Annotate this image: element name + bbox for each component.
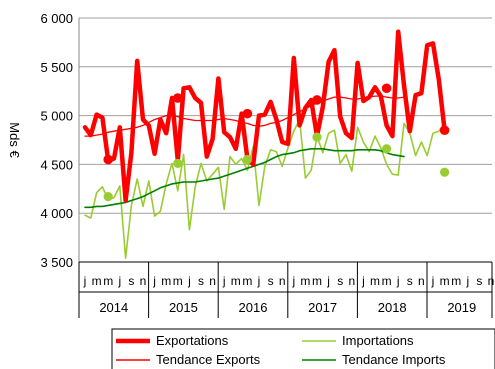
gridlines	[79, 17, 492, 214]
x-tick-label: m	[382, 274, 392, 288]
marker-exportations	[312, 95, 322, 105]
y-tick-label: 5 500	[40, 60, 73, 75]
x-tick-label: n	[488, 274, 495, 288]
series-exportations-line	[82, 29, 447, 203]
legend-label: Tendance Exports	[156, 352, 261, 367]
year-label: 2014	[99, 300, 128, 315]
x-tick-label: j	[187, 274, 191, 288]
marker-exportations	[173, 93, 183, 103]
y-tick-label: 6 000	[40, 11, 73, 26]
x-tick-label: n	[279, 274, 286, 288]
x-tick-label: n	[348, 274, 355, 288]
x-tick-label: j	[396, 274, 400, 288]
x-tick-label: j	[152, 274, 156, 288]
y-tick-label: 3 500	[40, 255, 73, 270]
x-tick-label: m	[231, 274, 241, 288]
marker-exportations	[242, 108, 253, 119]
x-tick-label: m	[440, 274, 450, 288]
year-label: 2018	[378, 300, 407, 315]
x-tick-label: j	[431, 274, 435, 288]
year-label: 2015	[169, 300, 198, 315]
marker-exportations	[439, 125, 450, 136]
x-tick-label: n	[418, 274, 425, 288]
year-label: 2016	[239, 300, 268, 315]
marker-importations	[103, 192, 113, 202]
y-tick-label: 4 000	[40, 206, 73, 221]
legend-label: Importations	[342, 333, 414, 348]
series-importations-line	[84, 118, 446, 259]
year-label: 2017	[308, 300, 337, 315]
y-axis-label: Mds €	[7, 122, 22, 158]
x-tick-label: j	[291, 274, 295, 288]
marker-exportations	[381, 83, 392, 94]
x-tick-label: m	[300, 274, 310, 288]
series-lines	[82, 29, 447, 259]
x-tick-label: m	[370, 274, 380, 288]
legend-label: Exportations	[156, 333, 229, 348]
x-tick-label: m	[451, 274, 461, 288]
x-tick-label: j	[117, 274, 121, 288]
x-tick-label: s	[476, 274, 482, 288]
x-tick-label: m	[92, 274, 102, 288]
marker-importations	[312, 132, 322, 142]
x-tick-label: m	[242, 274, 252, 288]
legend: Exportations Importations Tendance Exports…	[111, 328, 495, 369]
y-tick-labels: 3 500 4 000 4 500 5 000 5 500 6 000	[40, 11, 73, 270]
marker-importations	[242, 154, 252, 165]
x-tick-label: m	[161, 274, 171, 288]
x-tick-label: n	[209, 274, 216, 288]
marker-importations	[440, 167, 450, 177]
marker-exportations	[103, 154, 113, 165]
x-tick-label: j	[83, 274, 87, 288]
series-tendance-imports-line	[84, 148, 405, 209]
x-tick-label: s	[268, 274, 274, 288]
x-tick-label: s	[128, 274, 134, 288]
x-tick-label: j	[222, 274, 226, 288]
legend-label: Tendance Imports	[342, 352, 446, 367]
y-tick-label: 4 500	[40, 157, 73, 172]
x-tick-label: s	[337, 274, 343, 288]
series-markers	[103, 83, 450, 202]
x-tick-label: m	[103, 274, 113, 288]
x-tick-label: j	[257, 274, 261, 288]
x-tick-label: j	[465, 274, 469, 288]
marker-importations	[173, 158, 183, 169]
year-label: 2019	[447, 300, 476, 315]
x-tick-label: j	[361, 274, 365, 288]
x-tick-label: s	[407, 274, 413, 288]
x-tick-label: j	[326, 274, 330, 288]
x-tick-label: m	[312, 274, 322, 288]
x-tick-label: n	[140, 274, 147, 288]
legend-box	[111, 328, 495, 369]
x-tick-label: m	[173, 274, 183, 288]
y-tick-label: 5 000	[40, 109, 73, 124]
x-tick-label: s	[198, 274, 204, 288]
marker-importations	[382, 144, 392, 154]
